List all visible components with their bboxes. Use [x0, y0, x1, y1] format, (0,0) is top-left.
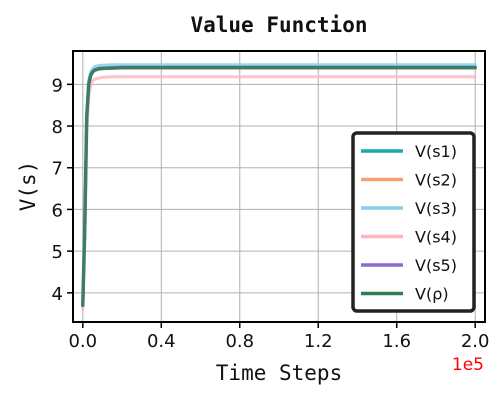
legend-label-vs4: V(s4) — [415, 228, 457, 247]
y-tick-label: 6 — [52, 200, 63, 221]
y-tick-label: 7 — [52, 159, 63, 180]
legend-label-vs3: V(s3) — [415, 199, 457, 218]
y-tick-label: 5 — [52, 242, 63, 263]
x-axis-offset-label: 1e5 — [452, 355, 484, 375]
x-tick-label: 0.8 — [225, 331, 254, 352]
x-tick-label: 1.6 — [382, 331, 411, 352]
series-line-vrho — [81, 65, 477, 308]
legend-label-vrho: V(ρ) — [415, 285, 449, 304]
legend-label-vs1: V(s1) — [415, 142, 457, 161]
y-axis-ticks: 4 5 6 7 8 9 — [52, 75, 73, 305]
y-tick-label: 8 — [52, 117, 63, 138]
y-axis-label: V(s) — [16, 161, 40, 212]
x-tick-label: 2.0 — [461, 331, 490, 352]
legend-label-vs5: V(s5) — [415, 256, 457, 275]
x-tick-label: 1.2 — [304, 331, 333, 352]
legend-label-vs2: V(s2) — [415, 171, 457, 190]
chart-title: Value Function — [190, 13, 367, 37]
plot-frame — [72, 50, 486, 323]
y-tick-label: 9 — [52, 75, 63, 96]
x-axis-ticks: 0.0 0.4 0.8 1.2 1.6 2.0 — [68, 322, 490, 352]
series-lines — [81, 63, 477, 311]
x-tick-label: 0.0 — [68, 331, 97, 352]
legend: V(s1) V(s2) V(s3) V(s4) V(s5) V(ρ) — [351, 131, 476, 313]
y-tick-label: 4 — [52, 284, 63, 305]
x-axis-label: Time Steps — [216, 361, 342, 385]
x-tick-label: 0.4 — [147, 331, 176, 352]
